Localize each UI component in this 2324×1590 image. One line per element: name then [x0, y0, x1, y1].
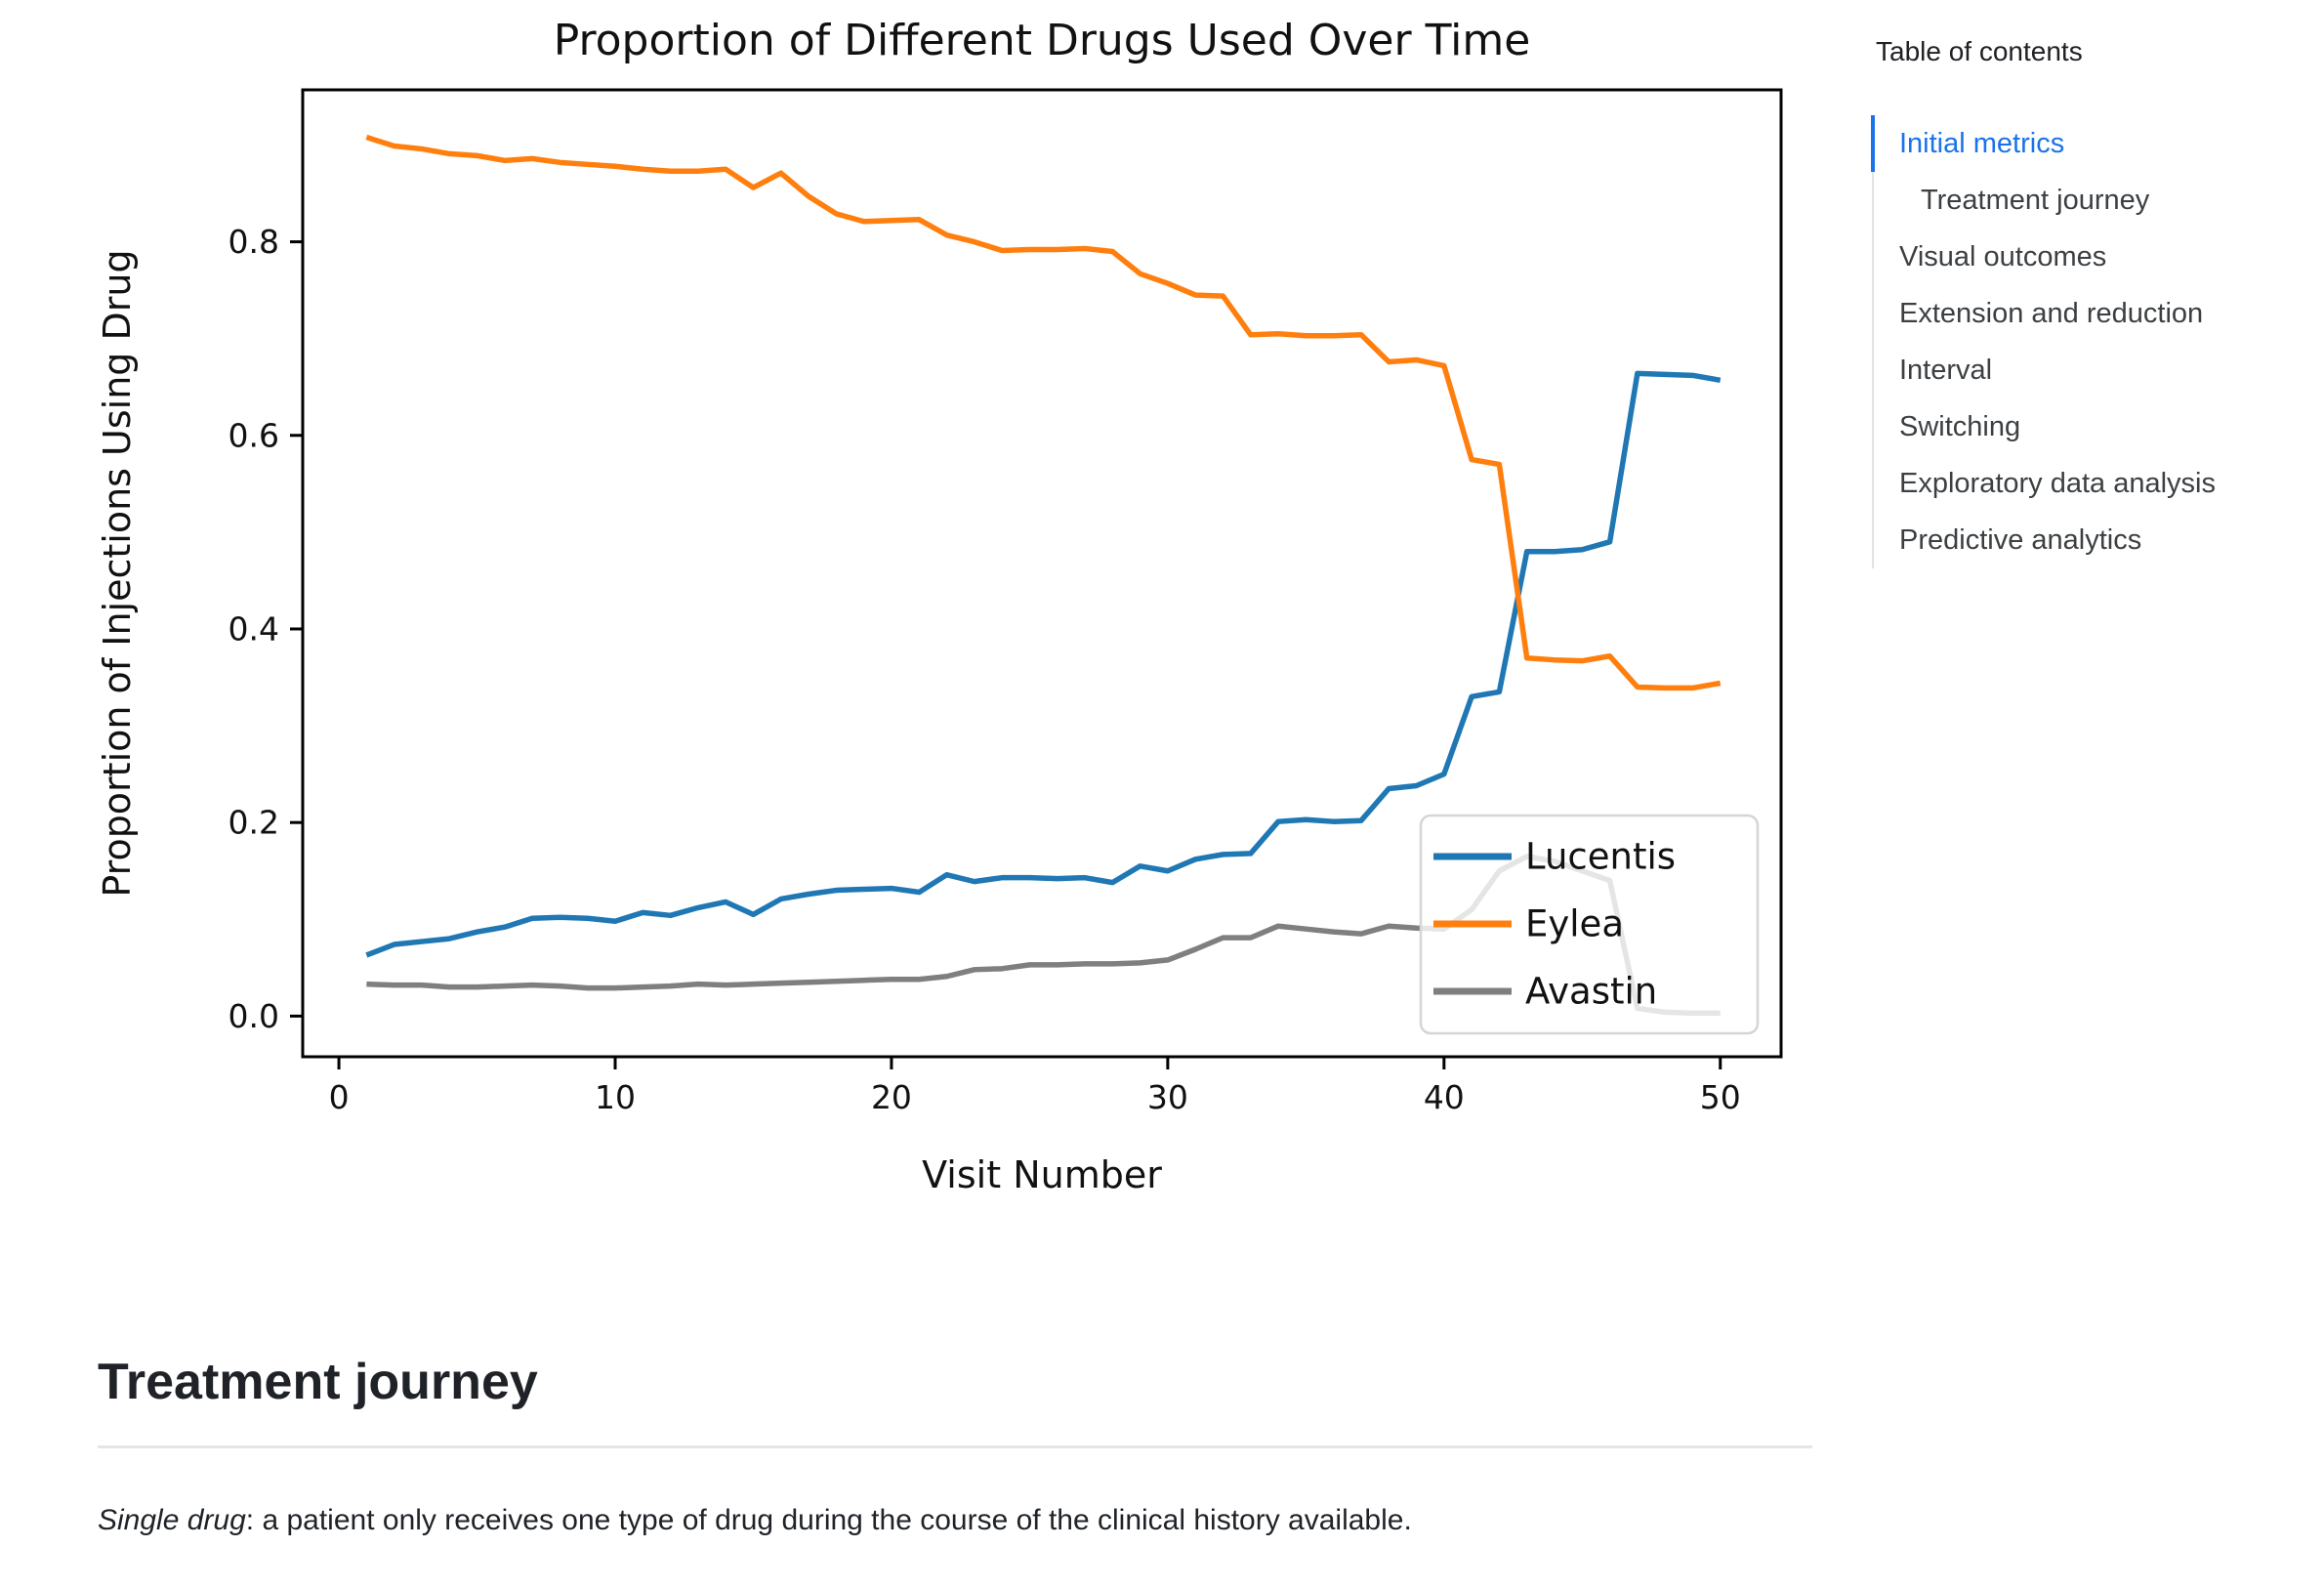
x-tick-label: 10	[595, 1078, 636, 1116]
table-of-contents: Table of contents Initial metrics Treatme…	[1871, 35, 2321, 568]
x-tick-label: 0	[329, 1078, 350, 1116]
notebook-section: Treatment journey Single drug: a patient…	[98, 1354, 1816, 1546]
chart-title: Proportion of Different Drugs Used Over …	[554, 16, 1531, 65]
toc-item-initial-metrics[interactable]: Initial metrics	[1871, 115, 2321, 172]
toc-item-interval[interactable]: Interval	[1899, 354, 1993, 386]
section-term: Single drug	[98, 1504, 246, 1536]
toc-item-extension-and-reduction[interactable]: Extension and reduction	[1899, 297, 2204, 329]
drug-proportion-figure: 0.0 0.2 0.4 0.6 0.8 0 10 20 30 40 50 Proportion of …	[96, 16, 1783, 1196]
section-text: : a patient only receives one type of dr…	[245, 1504, 1412, 1536]
series-line-eylea	[365, 134, 1722, 691]
series-line-lucentis	[365, 370, 1722, 958]
section-heading: Treatment journey	[98, 1354, 538, 1410]
legend-label-avastin: Avastin	[1525, 971, 1657, 1013]
toc-item-visual-outcomes[interactable]: Visual outcomes	[1899, 240, 2107, 272]
y-tick-label: 0.4	[228, 609, 279, 648]
toc-item-exploratory-data-analysis[interactable]: Exploratory data analysis	[1899, 467, 2216, 499]
x-tick-label: 40	[1424, 1078, 1465, 1116]
plot-border	[301, 88, 1783, 1059]
x-tick-label: 30	[1147, 1078, 1188, 1116]
section-paragraph: Single drug: a patient only receives one…	[98, 1494, 1719, 1546]
toc-list: Initial metrics Treatment journey Visual o…	[1871, 115, 2321, 568]
y-axis-label: Proportion of Injections Using Drug	[96, 249, 139, 897]
y-tick-label: 0.8	[228, 223, 279, 261]
toc-item-predictive-analytics[interactable]: Predictive analytics	[1899, 523, 2142, 556]
toc-item-switching[interactable]: Switching	[1899, 410, 2021, 442]
toc-title: Table of contents	[1876, 36, 2083, 66]
x-tick-label: 50	[1700, 1078, 1741, 1116]
toc-item-treatment-journey[interactable]: Treatment journey	[1921, 184, 2150, 216]
section-divider	[98, 1445, 1812, 1448]
x-axis-label: Visit Number	[922, 1153, 1162, 1196]
legend-label-lucentis: Lucentis	[1525, 836, 1676, 878]
y-tick-label: 0.0	[228, 997, 279, 1035]
x-tick-label: 20	[871, 1078, 912, 1116]
y-tick-label: 0.2	[228, 804, 279, 842]
y-tick-label: 0.6	[228, 416, 279, 454]
legend-box	[1419, 814, 1760, 1035]
drug-proportion-chart: 0.0 0.2 0.4 0.6 0.8 0 10 20 30 40 50 Proportion of …	[96, 16, 1783, 1196]
legend-label-eylea: Eylea	[1525, 903, 1624, 945]
